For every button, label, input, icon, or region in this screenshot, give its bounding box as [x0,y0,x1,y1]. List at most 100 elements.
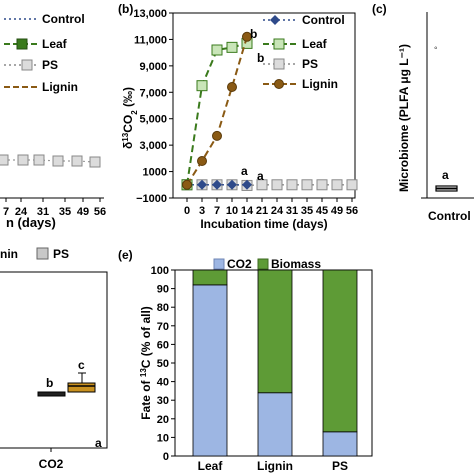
panel-e-y-tick-label: 50 [157,358,169,370]
panel-e-bar-lignin-co2 [257,392,293,457]
panel-a-x-label: n (days) [6,215,56,230]
panel-b-control-point [197,179,207,190]
panel-b-control-point [212,179,222,190]
legend-a-lignin-label: Lignin [42,80,78,94]
panel-d-x-tick-label: CO2 [39,457,64,471]
panel-d-annotation-box1: b [46,376,53,390]
panel-b-control-point [242,179,252,190]
legend-e-biomass-swatch [257,258,269,270]
panel-a-ps-point [71,155,83,167]
legend-b-lignin-marker [274,79,284,89]
panel-e-y-tick-label: 70 [157,321,169,333]
legend-b-ps-marker [273,58,285,70]
panel-e-x-labels: Leaf Lignin PS [198,459,348,473]
panel-b-x-tick-label: 35 [301,205,313,217]
panel-b-lignin-line [186,36,248,186]
legend-b-ps-label: PS [302,57,318,71]
panel-b-y-ticks: 13,000 11,000 9,000 7,000 5,000 3,000 1000 −100… [133,8,173,205]
panel-a-ps-point [52,155,64,167]
legend-a-ps-marker [21,59,33,71]
panel-b-x-ticks: 0 3 7 10 14 21 24 31 35 45 49 56 [184,198,358,217]
panel-e-y-tick-label: 0 [163,451,169,463]
panel-b-x-tick-label: 7 [214,205,220,217]
legend-a-leaf-marker [16,38,28,50]
panel-e-bar-ps-biomass [322,269,358,433]
panel-a-x-ticks: 7 24 31 35 49 56 [3,198,106,218]
panel-b-y-tick-label: 1000 [143,167,167,179]
legend-e-biomass-label: Biomass [271,257,321,271]
panel-b-lignin-point [182,179,192,190]
panel-e-y-tick-label: 100 [151,265,169,277]
panel-d-box2 [67,382,96,393]
panel-b-x-tick-label: 21 [256,205,268,217]
panel-e-y-tick-label: 80 [157,302,169,314]
legend-d-lignin-label: nin [0,247,18,261]
legend-b-leaf-marker [273,38,285,50]
panel-b-leaf-point [211,44,223,56]
legend-e-co2-label: CO2 [227,257,252,271]
panel-b-lignin-point [212,130,222,141]
panel-b-y-tick-label: 13,000 [133,8,167,20]
panel-b-x-tick-label: 45 [316,205,328,217]
panel-d-annotation-box2: c [78,358,85,372]
panel-b-x-tick-label: 14 [241,205,254,217]
legend-b-lignin-label: Lignin [302,77,338,91]
panel-a-ps-point [89,156,101,168]
legend-b-control-marker [270,15,280,25]
panel-b-legend: Control Leaf PS Lignin [263,13,345,91]
panel-b-series [181,31,358,191]
legend-a-control-label: Control [42,12,85,26]
panel-d: nin PS b c a CO2 [0,247,108,471]
panel-b-leaf-point [196,80,208,92]
panel-b-lignin-point [197,156,207,166]
panel-a-x-tick-label: 49 [77,206,89,218]
panel-a-x-tick-label: 7 [3,206,9,218]
panel-e-legend: CO2 Biomass [213,257,321,271]
panel-b-ps-point [271,179,283,191]
panel-b-x-tick-label: 3 [199,205,205,217]
panel-a-x-tick-label: 56 [94,206,106,218]
panel-e-bar-ps-co2 [322,431,358,457]
panel-e-bar-leaf-biomass [192,269,228,286]
panel-b-y-tick-label: −1000 [136,193,167,205]
panel-b-control-point [227,179,237,190]
panel-b-ps-point [331,179,343,191]
panel-e-x-tick-label: Leaf [198,459,224,473]
panel-b-letter: (b) [118,2,133,16]
panel-c-outlier: ◦ [434,43,438,54]
panel-e-y-tick-label: 30 [157,395,169,407]
panel-b-y-tick-label: 9,000 [139,61,167,73]
panel-b-x-tick-label: 10 [226,205,238,217]
panel-c-x-tick-label: Control [428,209,471,223]
panel-b-x-tick-label: 0 [184,205,190,217]
panel-e-bar-leaf-co2 [192,284,228,457]
panel-b-annotation-ps-2: a [257,169,264,183]
legend-b-control-label: Control [302,13,345,27]
panel-c-letter: (c) [372,2,387,16]
panel-d-box1 [37,391,66,397]
legend-a-ps-label: PS [42,58,58,72]
panel-b-x-label: Incubation time (days) [200,217,327,231]
panel-b-annotation-ps-1: a [241,164,248,178]
panel-e-y-tick-label: 60 [157,339,169,351]
panel-d-plot-frame [0,271,108,449]
panel-c: (c) Microbiome (PLFA μg L⁻¹) ◦ a Control [372,2,474,223]
panel-e-y-tick-label: 90 [157,284,169,296]
panel-b-lignin-point [227,82,237,92]
panel-e-y-tick-label: 10 [157,432,169,444]
panel-e-y-tick-label: 20 [157,414,169,426]
panel-b-lignin-point [242,31,252,42]
panel-b-ps-point [301,179,313,191]
panel-e-x-tick-label: PS [332,459,348,473]
panel-b-y-label: δ13CO2 (‰) [121,87,139,149]
panel-b: (b) 13,00011,0009,0007,0005,0003,0001000… [118,2,358,231]
panel-d-annotation-low: a [95,436,102,450]
panel-a-data [0,154,101,168]
panel-b-y-tick-label: 5,000 [139,114,167,126]
legend-a-leaf-label: Leaf [42,37,68,51]
panel-b-plot-frame [172,12,356,199]
panel-b-annotation-leaf-top: b [250,27,257,41]
legend-e-co2-swatch [213,258,225,270]
